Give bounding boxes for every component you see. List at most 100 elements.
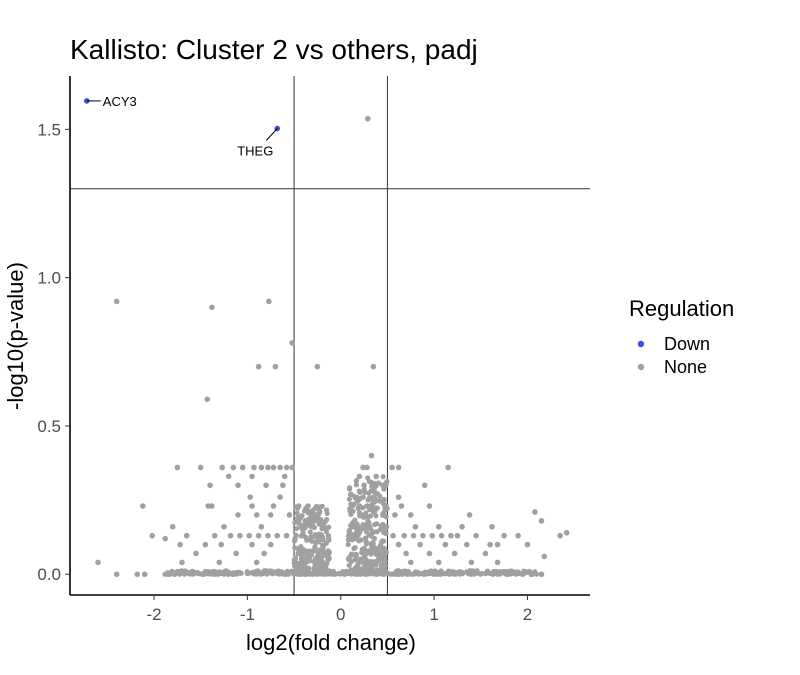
x-tick-label: 1	[429, 605, 438, 624]
point-none	[395, 541, 402, 548]
point-none	[489, 523, 495, 530]
point-cluster	[324, 516, 330, 523]
point-none	[426, 503, 433, 509]
point-none	[283, 532, 290, 539]
point-cluster	[355, 498, 361, 504]
point-none	[364, 503, 370, 509]
point-cluster	[298, 533, 304, 539]
point-cluster	[291, 557, 297, 563]
point-cluster	[368, 479, 375, 485]
point-none	[209, 304, 215, 311]
point-none	[183, 532, 190, 539]
point-cluster	[298, 556, 304, 562]
point-cluster	[348, 551, 355, 557]
point-cluster	[363, 535, 369, 541]
point-none	[382, 523, 389, 530]
point-cluster	[330, 570, 337, 576]
point-none	[289, 464, 295, 471]
point-cluster	[296, 545, 302, 552]
point-none	[463, 541, 470, 548]
annotation-label: THEG	[237, 143, 273, 158]
point-none	[356, 503, 363, 509]
point-none	[253, 512, 260, 518]
point-none	[504, 571, 510, 578]
point-none	[364, 464, 370, 471]
point-cluster	[350, 534, 356, 540]
point-cluster	[493, 568, 499, 575]
point-none	[239, 464, 246, 471]
point-none	[420, 532, 426, 539]
point-none	[149, 532, 155, 539]
point-none	[171, 571, 178, 578]
point-cluster	[273, 570, 279, 576]
point-cluster	[302, 568, 308, 574]
point-none	[538, 518, 545, 524]
point-none	[289, 340, 295, 346]
point-cluster	[380, 474, 386, 480]
point-cluster	[345, 537, 351, 543]
point-none	[263, 482, 269, 489]
point-cluster	[420, 571, 426, 577]
x-tick-label: -2	[146, 605, 161, 624]
point-none	[368, 452, 375, 459]
point-none	[162, 535, 169, 542]
point-cluster	[319, 522, 326, 528]
point-cluster	[347, 508, 353, 514]
point-none	[227, 532, 234, 539]
point-cluster	[389, 571, 395, 577]
point-cluster	[368, 487, 374, 494]
point-none	[314, 363, 321, 370]
x-ticks: -2 -1 0 1 2	[146, 595, 532, 624]
point-cluster	[479, 570, 485, 577]
point-cluster	[297, 571, 304, 577]
point-none	[197, 464, 204, 471]
point-none	[204, 396, 211, 403]
point-cluster	[346, 496, 352, 502]
point-cluster	[316, 550, 323, 557]
point-none	[169, 523, 176, 530]
point-none	[435, 559, 442, 566]
x-tick-label: -1	[240, 605, 255, 624]
legend: Regulation Down None	[629, 296, 734, 377]
point-cluster	[346, 485, 353, 491]
legend-title: Regulation	[629, 296, 734, 321]
point-none	[398, 503, 405, 509]
point-none	[407, 512, 414, 518]
point-none	[207, 482, 213, 489]
point-none	[219, 464, 225, 471]
point-none	[365, 115, 371, 122]
point-none	[216, 559, 223, 566]
point-cluster	[313, 505, 319, 511]
point-none	[451, 550, 458, 557]
point-cluster	[306, 516, 312, 522]
point-none	[442, 541, 449, 548]
point-cluster	[265, 570, 271, 576]
point-none	[113, 571, 120, 578]
point-none	[286, 512, 293, 518]
point-cluster	[230, 571, 236, 577]
point-cluster	[190, 569, 197, 575]
point-cluster	[383, 530, 389, 537]
point-cluster	[353, 477, 360, 484]
point-cluster	[358, 570, 364, 576]
point-cluster	[236, 569, 243, 575]
legend-entries: Down None	[637, 334, 710, 377]
point-none	[426, 550, 433, 557]
point-none	[258, 464, 265, 471]
point-none	[438, 532, 445, 539]
point-none	[225, 473, 232, 480]
point-none	[412, 523, 419, 530]
point-cluster	[373, 547, 379, 553]
point-none	[165, 571, 171, 578]
point-none	[270, 464, 277, 471]
point-none	[417, 541, 423, 548]
point-none	[281, 473, 288, 480]
point-cluster	[285, 570, 291, 576]
point-cluster	[318, 517, 324, 523]
point-cluster	[368, 570, 374, 576]
point-none	[221, 523, 227, 530]
point-cluster	[346, 527, 352, 534]
point-none	[253, 559, 260, 566]
point-cluster	[314, 539, 320, 545]
